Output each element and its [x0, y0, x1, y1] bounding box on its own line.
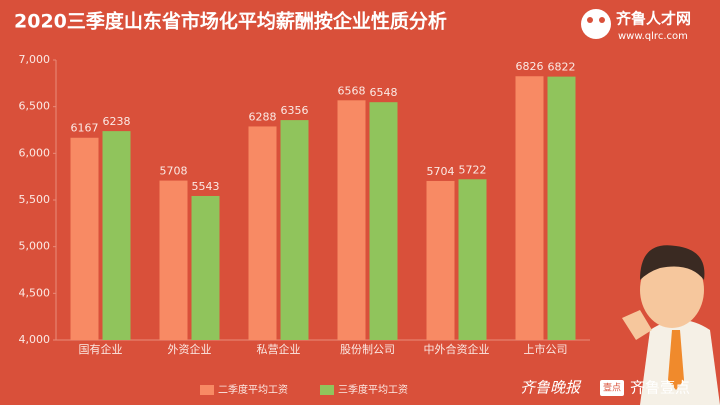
data-label: 6568 [338, 84, 366, 97]
data-label: 5708 [160, 165, 188, 178]
y-tick-label: 5,500 [19, 193, 51, 206]
data-label: 6548 [370, 86, 398, 99]
footer-badge: 壹点 [603, 382, 621, 394]
legend-label: 二季度平均工资 [218, 383, 288, 396]
bar [547, 76, 576, 340]
bar [248, 126, 277, 340]
bar [337, 100, 366, 340]
logo: 齐鲁人才网 www.qlrc.com [581, 9, 691, 42]
bar [159, 180, 188, 340]
bar [280, 120, 309, 341]
person-hand [622, 310, 652, 340]
person-hair [640, 245, 705, 280]
illustration [622, 245, 720, 405]
x-tick-label: 股份制公司 [340, 343, 395, 356]
bar [191, 195, 220, 340]
x-tick-label: 外资企业 [168, 342, 212, 356]
legend-swatch [200, 385, 214, 395]
data-label: 6356 [281, 104, 309, 117]
legend-label: 三季度平均工资 [338, 383, 408, 396]
x-tick-label: 上市公司 [524, 342, 568, 356]
legend-swatch [320, 385, 334, 395]
site-url: www.qlrc.com [618, 31, 688, 42]
data-label: 6288 [249, 110, 277, 123]
bar [426, 180, 455, 340]
site-name: 齐鲁人才网 [616, 10, 691, 28]
bar [70, 137, 99, 340]
footer: 齐鲁晚报 壹点 齐鲁壹点 [520, 379, 690, 397]
footer-left: 齐鲁晚报 [520, 379, 582, 397]
x-tick-label: 国有企业 [79, 342, 123, 356]
logo-eye [599, 17, 605, 23]
x-tick-label: 私营企业 [257, 342, 301, 356]
chart-title: 2020三季度山东省市场化平均薪酬按企业性质分析 [14, 10, 447, 33]
badge-box [600, 380, 624, 396]
data-label: 5722 [459, 163, 487, 176]
y-tick-label: 4,500 [19, 286, 51, 299]
data-label: 5704 [427, 165, 455, 178]
footer-right: 齐鲁壹点 [630, 379, 690, 397]
logo-eye [587, 17, 593, 23]
data-label: 6822 [548, 61, 576, 74]
bar [458, 179, 487, 340]
bar [102, 131, 131, 340]
logo-icon [581, 9, 611, 39]
person-tie [668, 330, 684, 390]
y-tick-label: 5,000 [19, 240, 51, 253]
y-tick-label: 6,000 [19, 146, 51, 159]
data-label: 6238 [103, 115, 131, 128]
bar [515, 76, 544, 341]
data-label: 6167 [71, 122, 99, 135]
y-tick-label: 4,000 [19, 333, 51, 346]
y-tick-label: 6,500 [19, 100, 51, 113]
person-head [640, 252, 704, 328]
data-label: 6826 [516, 60, 544, 73]
y-tick-label: 7,000 [19, 53, 51, 66]
bar [369, 102, 398, 340]
data-label: 5543 [192, 180, 220, 193]
x-tick-label: 中外合资企业 [424, 342, 490, 356]
